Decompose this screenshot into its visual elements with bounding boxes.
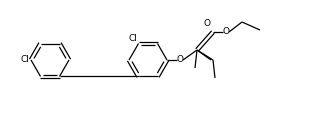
Text: Cl: Cl: [129, 34, 137, 42]
Text: O: O: [203, 19, 211, 29]
Text: Cl: Cl: [20, 56, 29, 65]
Text: O: O: [223, 28, 229, 36]
Text: O: O: [177, 56, 183, 65]
